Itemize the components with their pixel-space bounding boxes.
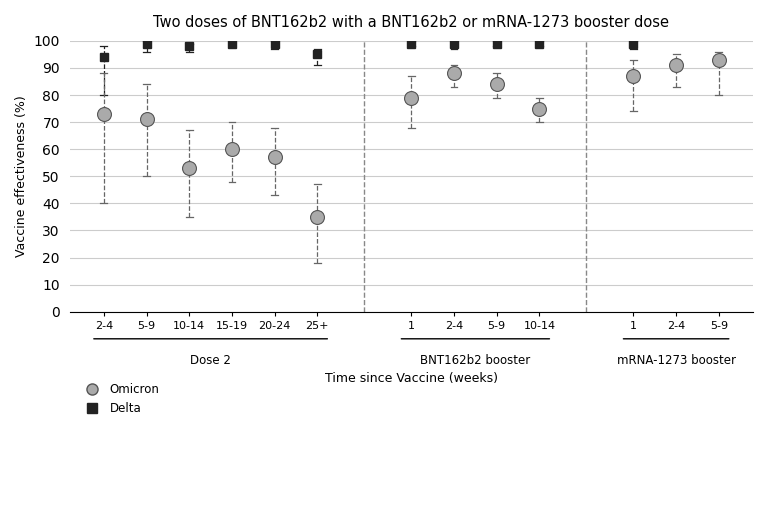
X-axis label: Time since Vaccine (weeks): Time since Vaccine (weeks) [325, 372, 498, 386]
Title: Two doses of BNT162b2 with a BNT162b2 or mRNA-1273 booster dose: Two doses of BNT162b2 with a BNT162b2 or… [154, 15, 670, 30]
Y-axis label: Vaccine effectiveness (%): Vaccine effectiveness (%) [15, 95, 28, 257]
Text: Dose 2: Dose 2 [190, 354, 231, 367]
Text: BNT162b2 booster: BNT162b2 booster [420, 354, 531, 367]
Legend: Omicron, Delta: Omicron, Delta [75, 378, 164, 419]
Text: mRNA-1273 booster: mRNA-1273 booster [617, 354, 736, 367]
